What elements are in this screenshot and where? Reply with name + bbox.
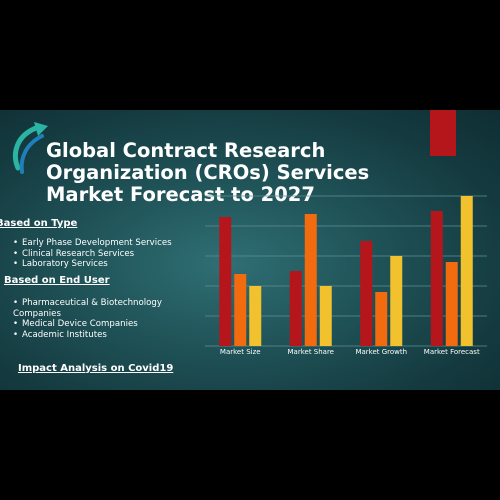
bar-3-market-share [319,286,332,346]
bar-1-market-size [219,217,232,346]
list-item: • Early Phase Development Services [9,238,172,249]
bullet-icon: • [12,329,19,340]
list-item-continuation: Companies [13,308,61,319]
list-item-label: Laboratory Services [22,259,108,269]
type-list: • Early Phase Development Services • Clini… [9,238,172,270]
list-item: • Medical Device Companies [9,319,162,330]
slide: Global Contract Research Organization (C… [0,110,500,390]
list-item-label: Early Phase Development Services [22,238,172,248]
bar-1-market-forecast [430,211,443,346]
bar-3-market-growth [390,256,403,346]
list-item: • Academic Institutes [9,330,162,341]
end-user-list: • Pharmaceutical & Biotechnology Companie… [9,298,162,340]
bar-3-market-size [249,286,262,346]
list-item-label: Pharmaceutical & Biotechnology [22,298,162,308]
list-item-label: Clinical Research Services [22,248,135,259]
list-item-label: Medical Device Companies [22,319,138,329]
bullet-icon: • [12,248,19,259]
title-line-2: Organization (CROs) Services [46,161,370,184]
covid-impact-link[interactable]: Impact Analysis on Covid19 [18,363,174,374]
x-tick-label: Market Forecast [424,348,480,356]
end-user-heading: Based on End User [4,275,110,286]
bar-1-market-growth [360,241,373,346]
bar-2-market-forecast [445,262,458,346]
list-item: • Clinical Research Services [9,249,172,260]
bar-2-market-share [304,214,317,346]
list-item-label: Academic Institutes [22,329,107,340]
type-heading: Based on Type [0,218,78,229]
title-line-3: Market Forecast to 2027 [46,183,315,206]
list-item: • Pharmaceutical & Biotechnology [9,298,162,309]
arrow-logo-icon [12,122,48,174]
bullet-icon: • [12,298,19,308]
bar-chart: Market Size Market Share Market Growth Mark… [205,195,487,356]
x-tick-label: Market Growth [355,348,407,356]
slide-title: Global Contract Research Organization (C… [46,140,376,206]
bullet-icon: • [12,238,19,248]
bar-2-market-growth [375,292,388,346]
list-item: • Laboratory Services [9,259,172,270]
x-tick-label: Market Size [220,348,261,356]
accent-red-block [430,110,456,156]
bar-3-market-forecast [460,196,473,346]
title-line-1: Global Contract Research [46,139,326,162]
bar-2-market-size [234,274,247,346]
bullet-icon: • [12,319,19,329]
bar-1-market-share [289,271,302,346]
x-tick-label: Market Share [288,348,335,356]
bullet-icon: • [12,259,19,269]
